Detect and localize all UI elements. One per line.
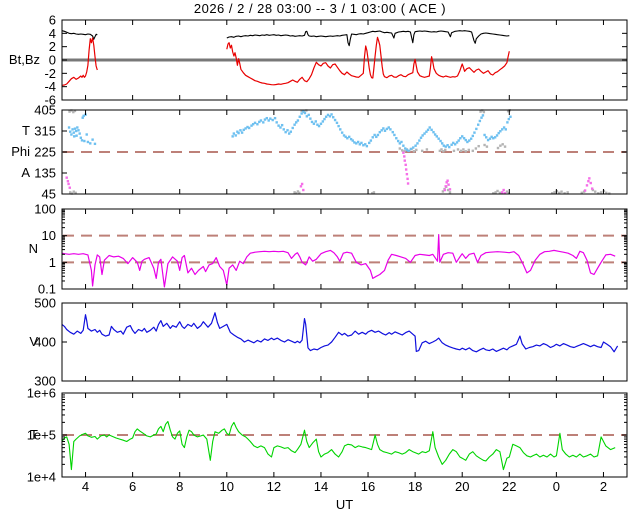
svg-text:2: 2 [600, 479, 607, 494]
svg-text:6: 6 [129, 479, 136, 494]
svg-text:45: 45 [42, 187, 56, 202]
svg-text:2: 2 [49, 39, 56, 54]
svg-text:6: 6 [49, 13, 56, 28]
svg-text:100: 100 [34, 202, 56, 217]
svg-text:12: 12 [267, 479, 281, 494]
svg-text:135: 135 [34, 166, 56, 181]
svg-text:0.1: 0.1 [38, 282, 56, 297]
svg-text:1: 1 [49, 255, 56, 270]
svg-text:400: 400 [34, 335, 56, 350]
svg-text:0: 0 [553, 479, 560, 494]
panel-angles-label-phi: Phi [11, 144, 30, 159]
svg-text:8: 8 [176, 479, 183, 494]
svg-text:500: 500 [34, 296, 56, 311]
svg-text:10: 10 [42, 228, 56, 243]
svg-text:0: 0 [49, 53, 56, 68]
svg-text:20: 20 [455, 479, 469, 494]
svg-text:315: 315 [34, 124, 56, 139]
svg-text:225: 225 [34, 145, 56, 160]
svg-text:1e+4: 1e+4 [27, 470, 56, 485]
svg-text:14: 14 [314, 479, 328, 494]
svg-text:16: 16 [361, 479, 375, 494]
svg-text:22: 22 [502, 479, 516, 494]
svg-text:4: 4 [49, 26, 56, 41]
panel-speed-ylabel: V [29, 334, 38, 349]
svg-text:1e+6: 1e+6 [27, 386, 56, 401]
panel-angles-label-a: A [21, 165, 30, 180]
svg-text:-4: -4 [44, 79, 56, 94]
panel-density-ylabel: N [28, 241, 38, 256]
panel-temperature-ylabel: T [30, 427, 38, 442]
plot-title: 2026 / 2 / 28 03:00 -- 3 / 1 03:00 ( ACE… [193, 1, 447, 16]
panel-angles-label-t: T [22, 123, 30, 138]
x-axis-label: UT [335, 497, 354, 512]
svg-text:-6: -6 [44, 93, 56, 108]
svg-text:300: 300 [34, 374, 56, 389]
svg-text:18: 18 [408, 479, 422, 494]
panel-imf-ylabel: Bt,Bz [8, 52, 40, 67]
svg-text:405: 405 [34, 103, 56, 118]
svg-text:-2: -2 [44, 66, 56, 81]
svg-text:4: 4 [82, 479, 89, 494]
svg-text:1e+5: 1e+5 [27, 428, 56, 443]
svg-text:10: 10 [220, 479, 234, 494]
